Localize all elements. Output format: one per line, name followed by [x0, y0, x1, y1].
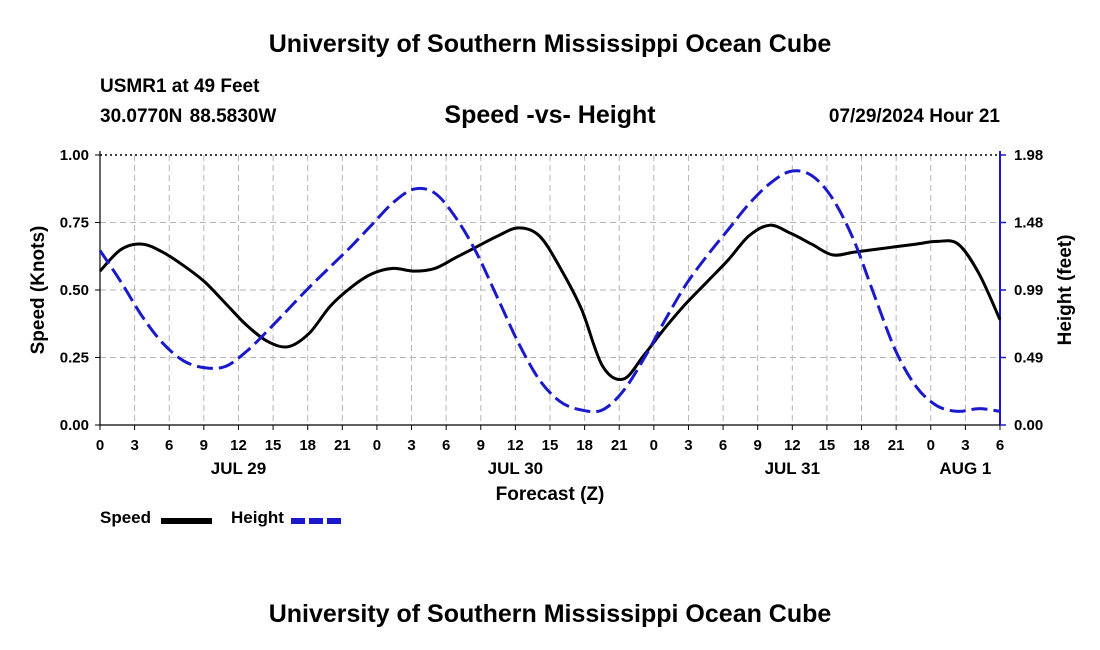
x-tick-label: 15: [542, 437, 559, 454]
axes: [95, 151, 1006, 430]
chart-title: Speed -vs- Height: [444, 101, 656, 129]
x-tick-label: 21: [611, 437, 628, 454]
legend-speed: Speed: [100, 508, 151, 528]
x-tick-label: 3: [407, 437, 415, 454]
date-label: JUL 30: [488, 459, 543, 478]
coordinates-label: 30.0770N 88.5830W: [100, 106, 277, 127]
y-tick-label-left: 0.50: [60, 282, 89, 299]
y-tick-label-right: 1.98: [1014, 147, 1043, 164]
axis-labels: 0 3 6 9 12 15 18 21 0 3 6 9 12 15 18 21 0 3 6 9 12 15 18 21 0 3 60…: [28, 147, 1076, 505]
x-tick-label: 15: [819, 437, 836, 454]
datestamp-label: 07/29/2024 Hour 21: [828, 106, 1000, 127]
x-tick-label: 0: [96, 437, 104, 454]
x-tick-label: 0: [927, 437, 935, 454]
date-label: AUG 1: [939, 459, 991, 478]
series-speed-line: [98, 223, 1002, 382]
legend-speed-label: Speed: [100, 508, 152, 527]
x-axis-title: Forecast (Z): [496, 484, 605, 505]
y-tick-label-right: 0.00: [1014, 417, 1043, 434]
x-tick-label: 3: [684, 437, 692, 454]
x-tick-label: 12: [230, 437, 247, 454]
date-label: JUL 31: [765, 459, 820, 478]
x-tick-label: 3: [130, 437, 138, 454]
series-height-line: [98, 169, 1001, 414]
station-label: USMR1 at 49 Feet: [100, 76, 260, 97]
x-tick-label: 18: [576, 437, 593, 454]
x-tick-label: 18: [299, 437, 316, 454]
main-title: University of Southern Mississippi Ocean…: [268, 30, 832, 58]
x-tick-label: 6: [719, 437, 727, 454]
chart-area: 0 3 6 9 12 15 18 21 0 3 6 9 12 15 18 21 0 3 6 9 12 15 18 21 0 3 60…: [28, 147, 1076, 505]
x-tick-label: 9: [200, 437, 208, 454]
legend-height: Height: [231, 508, 284, 528]
y-tick-label-right: 0.49: [1014, 350, 1043, 367]
x-tick-label: 15: [265, 437, 282, 454]
legend-speed-swatch: [161, 518, 212, 524]
x-tick-label: 6: [996, 437, 1004, 454]
y-tick-label-left: 0.25: [60, 350, 89, 367]
grid: [100, 155, 1000, 425]
x-tick-label: 0: [650, 437, 658, 454]
series-layer: [98, 169, 1002, 414]
x-tick-label: 0: [373, 437, 381, 454]
y-tick-label-right: 0.99: [1014, 282, 1043, 299]
x-tick-label: 9: [754, 437, 762, 454]
y-tick-label-left: 1.00: [60, 147, 89, 164]
legend-height-swatch: [291, 518, 343, 524]
x-tick-label: 3: [961, 437, 969, 454]
x-tick-label: 21: [334, 437, 351, 454]
x-tick-label: 6: [165, 437, 173, 454]
x-tick-label: 12: [507, 437, 524, 454]
y-axis-title-right: Height (feet): [1055, 235, 1076, 346]
x-tick-label: 12: [784, 437, 801, 454]
y-tick-label-left: 0.00: [60, 417, 89, 434]
y-tick-label-left: 0.75: [60, 215, 89, 232]
x-tick-label: 18: [853, 437, 870, 454]
y-axis-title-left: Speed (Knots): [28, 226, 49, 355]
x-tick-label: 9: [477, 437, 485, 454]
x-tick-label: 6: [442, 437, 450, 454]
x-tick-label: 21: [888, 437, 905, 454]
y-tick-label-right: 1.48: [1014, 215, 1043, 232]
legend-height-label: Height: [231, 508, 284, 527]
footer-title: University of Southern Mississippi Ocean…: [268, 600, 832, 628]
date-label: JUL 29: [211, 459, 266, 478]
